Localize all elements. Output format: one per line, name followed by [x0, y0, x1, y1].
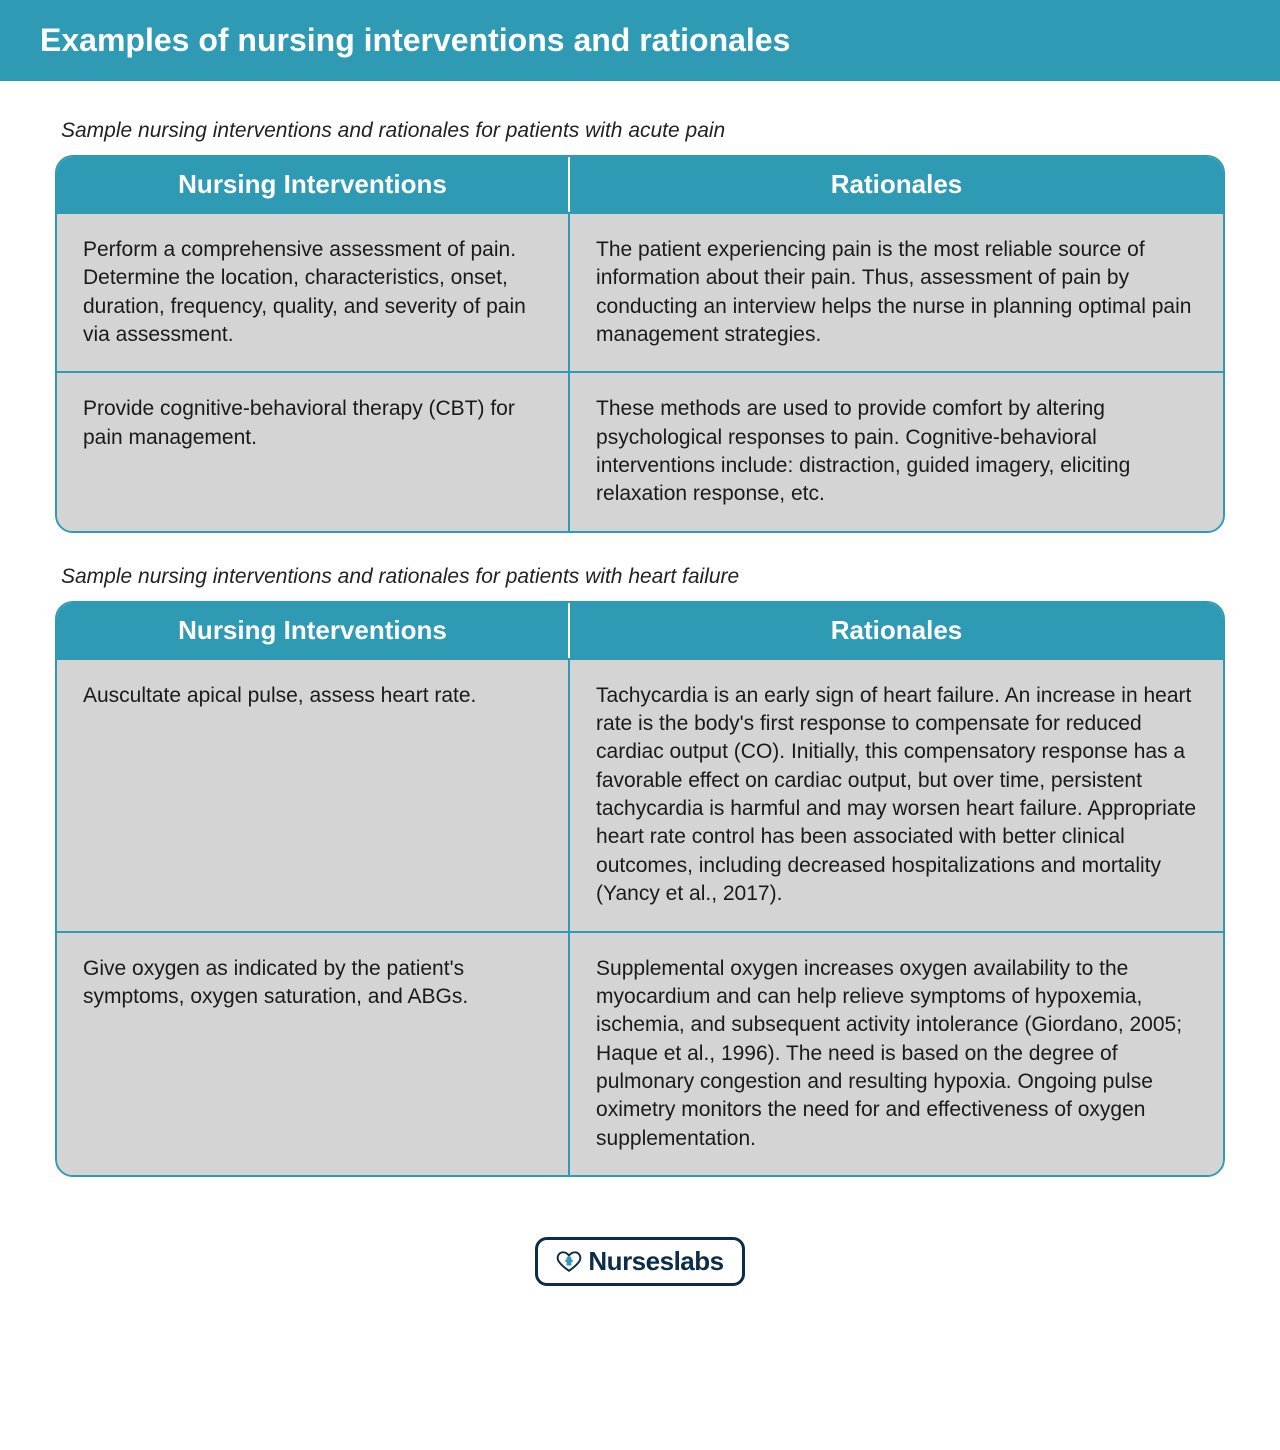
col-header-interventions: Nursing Interventions	[57, 603, 570, 658]
table-row: Auscultate apical pulse, assess heart ra…	[57, 658, 1223, 931]
cell-intervention: Give oxygen as indicated by the patient'…	[57, 931, 570, 1175]
cell-intervention: Provide cognitive-behavioral therapy (CB…	[57, 371, 570, 530]
cell-rationale: Supplemental oxygen increases oxygen ava…	[570, 931, 1223, 1175]
col-header-rationales: Rationales	[570, 157, 1223, 212]
cell-rationale: Tachycardia is an early sign of heart fa…	[570, 658, 1223, 931]
table-header-row: Nursing Interventions Rationales	[57, 603, 1223, 658]
table-header-row: Nursing Interventions Rationales	[57, 157, 1223, 212]
table-caption: Sample nursing interventions and rationa…	[61, 565, 1225, 589]
table-caption: Sample nursing interventions and rationa…	[61, 119, 1225, 143]
table-row: Provide cognitive-behavioral therapy (CB…	[57, 371, 1223, 530]
nurseslabs-heart-icon	[556, 1248, 582, 1274]
col-header-rationales: Rationales	[570, 603, 1223, 658]
table-row: Give oxygen as indicated by the patient'…	[57, 931, 1223, 1175]
brand-badge: Nurseslabs	[535, 1237, 744, 1286]
interventions-table-heart-failure: Nursing Interventions Rationales Auscult…	[55, 601, 1225, 1177]
footer-logo: Nurseslabs	[0, 1237, 1280, 1286]
page-title: Examples of nursing interventions and ra…	[40, 22, 1240, 59]
col-header-interventions: Nursing Interventions	[57, 157, 570, 212]
cell-rationale: The patient experiencing pain is the mos…	[570, 212, 1223, 371]
interventions-table-acute-pain: Nursing Interventions Rationales Perform…	[55, 155, 1225, 533]
cell-rationale: These methods are used to provide comfor…	[570, 371, 1223, 530]
table-row: Perform a comprehensive assessment of pa…	[57, 212, 1223, 371]
header-bar: Examples of nursing interventions and ra…	[0, 0, 1280, 81]
brand-name: Nurseslabs	[588, 1246, 723, 1277]
cell-intervention: Auscultate apical pulse, assess heart ra…	[57, 658, 570, 931]
cell-intervention: Perform a comprehensive assessment of pa…	[57, 212, 570, 371]
content-area: Sample nursing interventions and rationa…	[0, 81, 1280, 1229]
